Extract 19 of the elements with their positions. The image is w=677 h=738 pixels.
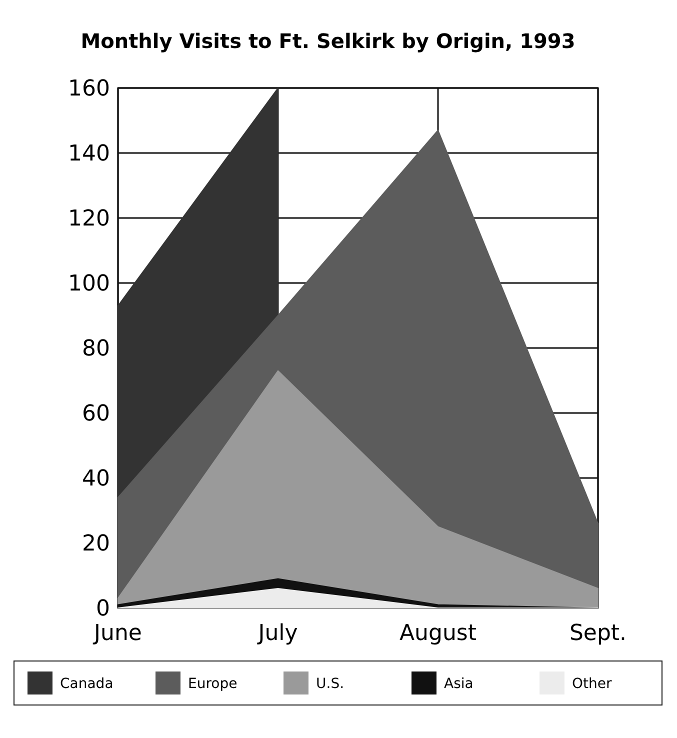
x-tick-label: Sept. bbox=[569, 621, 627, 646]
legend-label: U.S. bbox=[316, 676, 344, 692]
y-tick-label: 140 bbox=[68, 142, 110, 167]
y-tick-label: 160 bbox=[68, 76, 110, 102]
y-tick-label: 20 bbox=[82, 532, 110, 557]
y-tick-label: 80 bbox=[82, 336, 110, 362]
chart-title: Monthly Visits to Ft. Selkirk by Origin, 1993 bbox=[80, 29, 576, 53]
y-tick-label: 100 bbox=[68, 272, 110, 297]
x-tick-label: August bbox=[400, 621, 477, 646]
y-tick-label: 0 bbox=[96, 596, 110, 622]
x-tick-label: July bbox=[256, 621, 298, 646]
legend-label: Europe bbox=[188, 676, 238, 692]
x-tick-label: June bbox=[92, 621, 142, 646]
y-tick-label: 120 bbox=[68, 206, 110, 232]
y-tick-label: 40 bbox=[82, 466, 110, 492]
legend-label: Other bbox=[572, 676, 612, 692]
legend-label: Asia bbox=[444, 676, 474, 692]
legend-label: Canada bbox=[60, 676, 114, 692]
y-tick-label: 60 bbox=[82, 402, 110, 427]
